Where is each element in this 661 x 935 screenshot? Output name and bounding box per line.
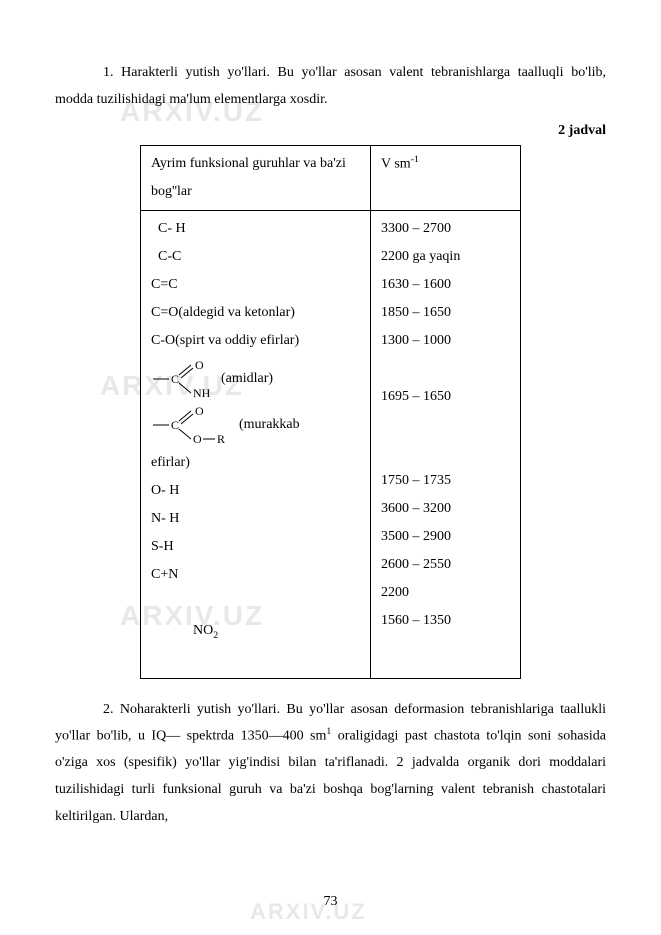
row-text: NO2 xyxy=(151,589,360,673)
chem-ester-row: C O O R (murakkab xyxy=(151,403,360,447)
svg-text:R: R xyxy=(217,432,225,446)
chem-amide-icon: C O NH2 xyxy=(151,357,211,401)
paragraph-1: 1. Harakterli yutish yo'llari. Bu yo'lla… xyxy=(55,60,606,113)
svg-text:NH2: NH2 xyxy=(193,386,211,401)
data-table: Ayrim funksional guruhlar va ba'zi bog''… xyxy=(140,145,521,678)
header-cell-left: Ayrim funksional guruhlar va ba'zi bog''… xyxy=(141,146,371,211)
value-text: 1630 – 1600 xyxy=(381,271,510,299)
value-text: 1850 – 1650 xyxy=(381,299,510,327)
page-content: 1. Harakterli yutish yo'llari. Bu yo'lla… xyxy=(0,0,661,860)
row-text: C-O(spirt va oddiy efirlar) xyxy=(151,327,360,355)
row-text: C+N xyxy=(151,561,360,589)
chem-ester-icon: C O O R xyxy=(151,403,229,447)
value-text: 2200 xyxy=(381,579,510,607)
svg-text:O: O xyxy=(195,404,204,418)
value-text xyxy=(381,355,510,383)
value-text xyxy=(381,439,510,467)
value-text: 1560 – 1350 xyxy=(381,607,510,635)
ester-label-suffix: efirlar) xyxy=(151,449,360,477)
value-text: 1750 – 1735 xyxy=(381,467,510,495)
row-text: O- H xyxy=(151,477,360,505)
row-text: S-H xyxy=(151,533,360,561)
svg-text:C: C xyxy=(171,372,179,386)
ester-label-prefix: (murakkab xyxy=(235,411,300,439)
row-text: C=C xyxy=(151,271,360,299)
svg-text:O: O xyxy=(193,432,202,446)
value-text: 2600 – 2550 xyxy=(381,551,510,579)
amide-label: (amidlar) xyxy=(217,365,273,393)
value-text: 1695 – 1650 xyxy=(381,383,510,411)
page-number: 73 xyxy=(0,894,661,910)
value-text: 3300 – 2700 xyxy=(381,215,510,243)
value-text: 1300 – 1000 xyxy=(381,327,510,355)
table-header-row: Ayrim funksional guruhlar va ba'zi bog''… xyxy=(141,146,521,211)
table-caption: 2 jadval xyxy=(55,123,606,139)
value-text: 3600 – 3200 xyxy=(381,495,510,523)
table-body-row: C- H C-C C=C C=O(aldegid va ketonlar) C-… xyxy=(141,211,521,678)
body-cell-left: C- H C-C C=C C=O(aldegid va ketonlar) C-… xyxy=(141,211,371,678)
row-text: N- H xyxy=(151,505,360,533)
header-cell-right: V sm-1 xyxy=(371,146,521,211)
row-text: C-C xyxy=(151,243,360,271)
value-text: 2200 ga yaqin xyxy=(381,243,510,271)
svg-text:C: C xyxy=(171,418,179,432)
value-text xyxy=(381,411,510,439)
paragraph-2: 2. Noharakterli yutish yo'llari. Bu yo'l… xyxy=(55,697,606,831)
chem-amide-row: C O NH2 (amidlar) xyxy=(151,357,360,401)
svg-text:O: O xyxy=(195,358,204,372)
value-text: 3500 – 2900 xyxy=(381,523,510,551)
body-cell-right: 3300 – 2700 2200 ga yaqin 1630 – 1600 18… xyxy=(371,211,521,678)
row-text: C- H xyxy=(151,215,360,243)
row-text: C=O(aldegid va ketonlar) xyxy=(151,299,360,327)
